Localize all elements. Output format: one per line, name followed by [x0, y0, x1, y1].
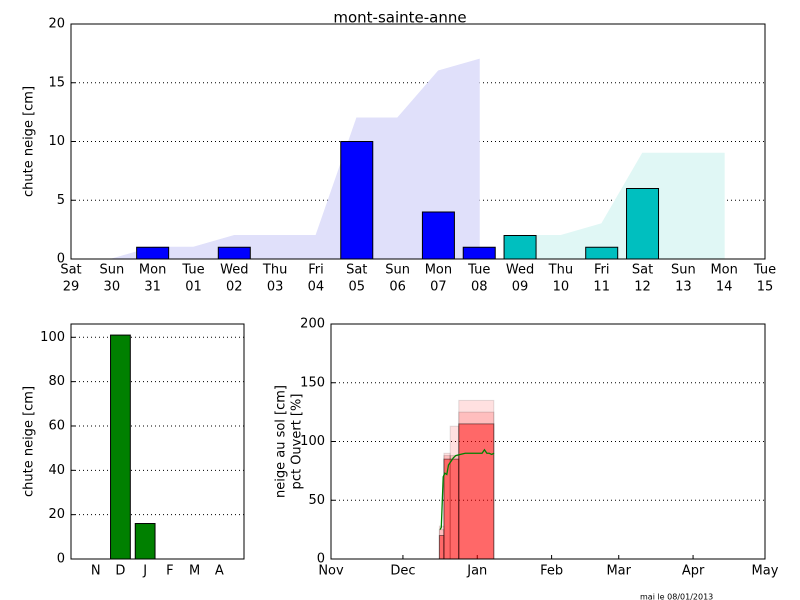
x-tick-label: 11 — [593, 280, 610, 295]
x-tick-label: 29 — [63, 280, 80, 295]
y-tick-label: 5 — [57, 193, 65, 208]
x-tick-label: 30 — [104, 280, 121, 295]
axes-frame — [70, 323, 245, 560]
snow-depth — [438, 535, 445, 560]
y-tick-label: 80 — [48, 374, 65, 389]
y-axis-label: pct Ouvert [%] — [290, 394, 305, 490]
x-tick-label: Fri — [594, 263, 610, 278]
x-tick-label: Dec — [390, 564, 415, 579]
pct-line — [439, 448, 495, 530]
x-tick-label: Jan — [466, 564, 487, 579]
x-tick-label: 14 — [716, 280, 733, 295]
y-tick-label: 15 — [48, 75, 65, 90]
x-tick-label: 04 — [308, 280, 325, 295]
snow-depth — [458, 411, 495, 560]
x-tick-label: Mon — [710, 263, 737, 278]
x-tick-label: 15 — [757, 280, 774, 295]
x-tick-label: J — [142, 564, 147, 579]
y-tick-label: 60 — [48, 418, 65, 433]
x-tick-label: 10 — [553, 280, 570, 295]
forecast-band — [519, 152, 725, 260]
x-tick-label: N — [91, 564, 101, 579]
snow-depth — [458, 399, 495, 560]
x-tick-label: Thu — [262, 263, 287, 278]
x-tick-label: M — [189, 564, 200, 579]
x-tick-label: 12 — [634, 280, 651, 295]
x-tick-label: 06 — [389, 280, 406, 295]
x-tick-label: A — [215, 564, 224, 579]
y-tick-label: 0 — [57, 252, 65, 267]
y-tick-label: 150 — [300, 375, 325, 390]
y-tick-label: 100 — [300, 434, 325, 449]
bar — [134, 523, 156, 560]
x-tick-label: May — [752, 564, 779, 579]
x-tick-label: Sun — [671, 263, 696, 278]
axes-frame — [330, 323, 766, 560]
x-tick-label: 07 — [430, 280, 447, 295]
y-axis-label: chute neige [cm] — [22, 386, 37, 497]
x-tick-label: 05 — [348, 280, 365, 295]
y-tick-label: 0 — [317, 552, 325, 567]
bar — [421, 211, 455, 260]
x-tick-label: 03 — [267, 280, 284, 295]
x-tick-label: Sat — [60, 263, 81, 278]
y-tick-label: 0 — [57, 552, 65, 567]
y-tick-label: 20 — [48, 17, 65, 32]
bar — [585, 246, 619, 260]
x-tick-label: Wed — [220, 263, 248, 278]
y-tick-label: 50 — [308, 493, 325, 508]
x-tick-label: Nov — [318, 564, 344, 579]
bar — [340, 141, 374, 260]
x-tick-label: Tue — [467, 263, 490, 278]
x-tick-label: Tue — [181, 263, 204, 278]
bar — [503, 235, 537, 260]
y-tick-label: 200 — [300, 317, 325, 332]
bar — [110, 334, 131, 560]
x-tick-label: Sun — [385, 263, 410, 278]
x-tick-label: Mon — [139, 263, 166, 278]
y-tick-label: 40 — [48, 463, 65, 478]
x-tick-label: 08 — [471, 280, 488, 295]
y-axis-label: chute neige [cm] — [22, 86, 37, 197]
bar — [462, 246, 496, 260]
y-tick-label: 10 — [48, 134, 65, 149]
x-tick-label: Sat — [632, 263, 653, 278]
axes-frame — [70, 23, 766, 260]
x-tick-label: Feb — [540, 564, 563, 579]
x-tick-label: 09 — [512, 280, 529, 295]
x-tick-label: Mar — [606, 564, 631, 579]
x-tick-label: Thu — [548, 263, 573, 278]
x-tick-label: 31 — [144, 280, 161, 295]
x-tick-label: Sat — [346, 263, 367, 278]
x-tick-label: Sun — [99, 263, 124, 278]
footer: mai le 08/01/2013 — [640, 593, 713, 600]
x-tick-label: Wed — [506, 263, 534, 278]
y-axis-label: neige au sol [cm] — [274, 385, 289, 498]
x-tick-label: F — [166, 564, 173, 579]
x-tick-label: Fri — [308, 263, 324, 278]
x-tick-label: 02 — [226, 280, 243, 295]
forecast-band — [111, 58, 480, 260]
x-tick-label: 01 — [185, 280, 202, 295]
x-tick-label: Apr — [682, 564, 705, 579]
x-tick-label: 13 — [675, 280, 692, 295]
x-tick-label: Mon — [425, 263, 452, 278]
bar — [217, 246, 251, 260]
y-tick-label: 100 — [40, 330, 65, 345]
x-tick-label: D — [115, 564, 125, 579]
snow-depth — [458, 423, 495, 560]
x-tick-label: Tue — [753, 263, 776, 278]
bar — [136, 246, 170, 260]
bar — [626, 188, 660, 260]
chart-title: mont-sainte-anne — [333, 9, 466, 27]
y-tick-label: 20 — [48, 507, 65, 522]
